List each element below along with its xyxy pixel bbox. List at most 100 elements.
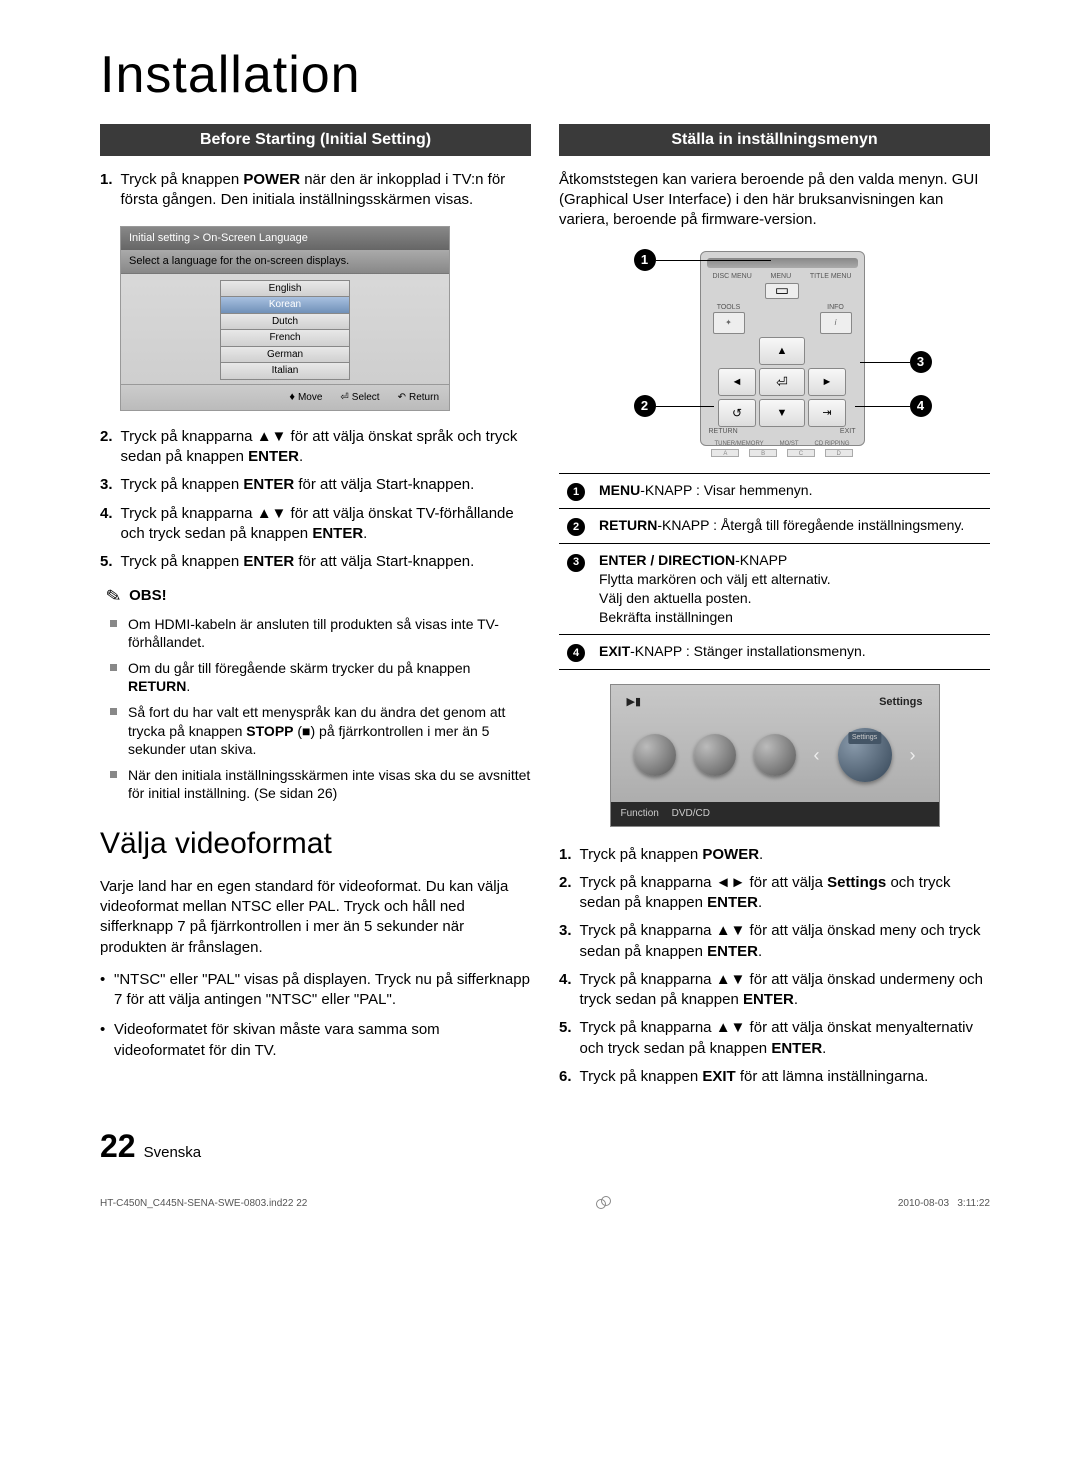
a-btn: A [711, 449, 739, 457]
step-6: 6. Tryck på knappen EXIT för att lämna i… [559, 1067, 990, 1087]
select-hint: ⏎ Select [340, 390, 379, 405]
right-button: ► [808, 368, 846, 396]
callout-1: 1 [634, 249, 656, 271]
lang-subtitle: Select a language for the on-screen disp… [121, 250, 449, 274]
bullet-item: "NTSC" eller "PAL" visas på displayen. T… [114, 970, 531, 1011]
pencil-icon: ✎ [104, 583, 123, 610]
video-format-bullets: "NTSC" eller "PAL" visas på displayen. T… [100, 970, 531, 1061]
obs-label: OBS! [129, 586, 167, 606]
table-row: 4 EXIT-KNAPP : Stänger installationsmeny… [559, 634, 990, 669]
right-column: Ställa in inställningsmenyn Åtkomststege… [559, 124, 990, 1095]
lang-list: English Korean Dutch French German Itali… [121, 274, 449, 384]
menu-label: MENU [771, 272, 792, 281]
step-3: 3. Tryck på knappen ENTER för att välja … [100, 475, 531, 495]
step-5: 5. Tryck på knapparna ▲▼ för att välja ö… [559, 1018, 990, 1059]
left-steps-1: 1. Tryck på knappen POWER när den är ink… [100, 170, 531, 211]
b-btn: B [749, 449, 777, 457]
callout-3: 3 [910, 351, 932, 373]
step-number: 1. [100, 170, 113, 211]
imprint-text: HT-C450N_C445N-SENA-SWE-0803.ind22 22 [100, 1197, 307, 1211]
step-1: 1. Tryck på knappen POWER när den är ink… [100, 170, 531, 211]
obs-list: Om HDMI-kabeln är ansluten till produkte… [100, 615, 531, 803]
lang-option-selected: Korean [220, 297, 350, 314]
tools-button: ✦ [713, 312, 745, 334]
d-btn: D [825, 449, 853, 457]
lang-option: English [220, 280, 350, 298]
enter-button: ⏎ [759, 368, 805, 396]
return-hint: ↶ Return [398, 390, 439, 405]
obs-item: Så fort du har valt ett menyspråk kan du… [128, 703, 531, 758]
chevron-left-icon: ‹ [814, 743, 820, 767]
video-format-heading: Välja videoformat [100, 824, 531, 865]
source-label: DVD/CD [672, 808, 710, 819]
table-row: 2 RETURN-KNAPP : Återgå till föregående … [559, 508, 990, 543]
obs-heading: ✎ OBS! [106, 584, 531, 608]
circ-4-icon: 4 [567, 644, 585, 662]
page-number: 22 [100, 1125, 136, 1168]
lang-footer: ♦ Move ⏎ Select ↶ Return [121, 384, 449, 410]
table-row: 3 ENTER / DIRECTION-KNAPP Flytta marköre… [559, 544, 990, 635]
return-label: RETURN [709, 427, 738, 436]
lang-option: Dutch [220, 314, 350, 331]
imprint-footer: HT-C450N_C445N-SENA-SWE-0803.ind22 22 20… [100, 1196, 990, 1210]
button-reference-table: 1 MENU-KNAPP : Visar hemmenyn. 2 RETURN-… [559, 473, 990, 671]
right-steps: 1. Tryck på knappen POWER. 2. Tryck på k… [559, 845, 990, 1088]
remote-body: DISC MENU MENU TITLE MENU ▭ TOOLS ✦ INFO… [700, 251, 865, 446]
step-4: 4. Tryck på knapparna ▲▼ för att välja ö… [100, 504, 531, 545]
imprint-datetime: 2010-08-03 3:11:22 [898, 1197, 990, 1211]
settings-label: Settings [879, 695, 922, 710]
play-pause-icon: ▶▮ [627, 695, 642, 710]
circ-1-icon: 1 [567, 483, 585, 501]
menu-icon [694, 734, 736, 776]
content-columns: Before Starting (Initial Setting) 1. Try… [100, 124, 990, 1095]
menu-icon [634, 734, 676, 776]
lang-option: German [220, 347, 350, 364]
step-text: Tryck på knappen POWER när den är inkopp… [121, 170, 531, 211]
left-steps-2to5: 2. Tryck på knapparna ▲▼ för att välja ö… [100, 427, 531, 573]
lang-option: Italian [220, 363, 350, 380]
right-intro: Åtkomststegen kan variera beroende på de… [559, 170, 990, 231]
bullet-item: Videoformatet för skivan måste vara samm… [114, 1020, 531, 1061]
chevron-right-icon: › [910, 743, 916, 767]
move-hint: ♦ Move [289, 390, 322, 405]
exit-button: ⇥ [808, 399, 846, 427]
obs-item: Om HDMI-kabeln är ansluten till produkte… [128, 615, 531, 651]
cdrip-label: CD RIPPING [815, 440, 850, 448]
down-button: ▼ [759, 399, 805, 427]
left-band: Before Starting (Initial Setting) [100, 124, 531, 156]
step-2: 2. Tryck på knapparna ▲▼ för att välja ö… [100, 427, 531, 468]
circ-3-icon: 3 [567, 554, 585, 572]
callout-2: 2 [634, 395, 656, 417]
tools-label: TOOLS [713, 303, 745, 312]
step-5: 5. Tryck på knappen ENTER för att välja … [100, 552, 531, 572]
settings-gear-icon [838, 728, 892, 782]
registration-mark-icon [596, 1196, 610, 1210]
right-band: Ställa in inställningsmenyn [559, 124, 990, 156]
exit-label: EXIT [840, 427, 856, 436]
page-footer: 22 Svenska [100, 1125, 990, 1168]
remote-diagram: DISC MENU MENU TITLE MENU ▭ TOOLS ✦ INFO… [600, 241, 950, 461]
table-row: 1 MENU-KNAPP : Visar hemmenyn. [559, 473, 990, 508]
circ-2-icon: 2 [567, 518, 585, 536]
up-button: ▲ [759, 337, 805, 365]
dpad: ▲ ◄ ⏎ ► ↺ ▼ ⇥ [707, 337, 858, 427]
left-button: ◄ [718, 368, 756, 396]
step-2: 2. Tryck på knapparna ◄► för att välja S… [559, 873, 990, 914]
title-menu-label: TITLE MENU [810, 272, 852, 281]
lang-breadcrumb: Initial setting > On-Screen Language [121, 227, 449, 250]
moist-label: MO/ST [780, 440, 799, 448]
obs-item: Om du går till föregående skärm trycker … [128, 659, 531, 695]
tuner-label: TUNER/MEMORY [714, 440, 763, 448]
settings-screen: ▶▮ Settings ‹ › Function DVD/CD [610, 684, 940, 826]
callout-4: 4 [910, 395, 932, 417]
page-language: Svenska [144, 1143, 202, 1163]
step-1: 1. Tryck på knappen POWER. [559, 845, 990, 865]
step-4: 4. Tryck på knapparna ▲▼ för att välja ö… [559, 970, 990, 1011]
lang-option: French [220, 330, 350, 347]
step-3: 3. Tryck på knapparna ▲▼ för att välja ö… [559, 921, 990, 962]
obs-item: När den initiala inställningsskärmen int… [128, 766, 531, 802]
video-format-para: Varje land har en egen standard för vide… [100, 877, 531, 958]
function-label: Function [621, 808, 659, 819]
info-label: INFO [820, 303, 852, 312]
return-button: ↺ [718, 399, 756, 427]
